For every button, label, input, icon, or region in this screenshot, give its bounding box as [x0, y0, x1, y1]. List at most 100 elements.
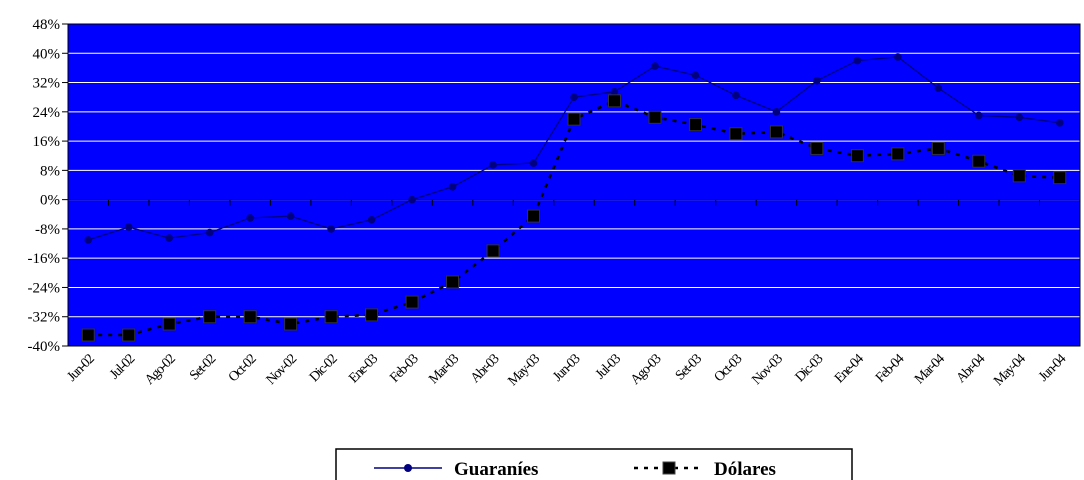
data-point-guaranies: [165, 234, 173, 242]
data-point-guaranies: [246, 214, 254, 222]
legend-label-guaranies: Guaraníes: [454, 459, 538, 480]
data-point-guaranies: [610, 87, 619, 96]
x-tick-label: Feb-03: [387, 351, 421, 385]
data-point-dolares: [365, 308, 379, 322]
data-point-dolares: [891, 147, 905, 161]
y-tick-label: 8%: [40, 163, 60, 179]
data-point-dolares: [203, 310, 217, 324]
x-tick-label: Ene-04: [832, 351, 867, 386]
data-point-guaranies: [124, 223, 133, 231]
data-point-dolares: [527, 209, 541, 223]
x-tick-label: Nov-03: [749, 351, 786, 388]
plot-frame: [67, 23, 1081, 347]
data-point-dolares: [648, 110, 662, 124]
data-point-guaranies: [691, 71, 700, 80]
data-point-dolares: [850, 149, 864, 163]
x-tick-label: Jul-03: [593, 351, 624, 382]
x-axis-ticks: Jun-02 Jul-02 Ago-02 Set-02 Oct-02 Nov-02 Dic-…: [65, 351, 1070, 389]
data-point-dolares: [607, 94, 621, 108]
data-point-dolares: [1012, 169, 1026, 183]
legend-marker-dolares: [662, 461, 676, 475]
data-point-guaranies: [1055, 118, 1064, 127]
legend-marker-guaranies: [404, 464, 412, 472]
data-point-guaranies: [894, 53, 902, 61]
data-point-guaranies: [286, 212, 295, 220]
x-tick-label: Dic-03: [793, 351, 827, 385]
data-point-guaranies: [408, 195, 416, 204]
data-point-dolares: [405, 295, 419, 309]
y-tick-label: 16%: [33, 134, 61, 150]
data-point-guaranies: [367, 215, 376, 224]
y-tick-label: -16%: [28, 251, 61, 267]
data-point-guaranies: [813, 76, 821, 85]
y-tick-label: 32%: [33, 76, 61, 92]
x-tick-label: Ago-02: [142, 351, 179, 388]
x-tick-label: Dic-02: [307, 351, 341, 385]
data-point-dolares: [769, 125, 783, 139]
data-point-guaranies: [1015, 113, 1024, 122]
x-tick-label: Abr-04: [954, 351, 989, 386]
x-tick-label: Jun-04: [1036, 351, 1069, 384]
x-tick-label: Feb-04: [873, 351, 907, 385]
x-tick-label: Oct-03: [712, 351, 746, 385]
legend-label-dolares: Dólares: [714, 459, 776, 480]
data-point-dolares: [972, 154, 986, 168]
data-point-guaranies: [448, 183, 457, 191]
data-point-dolares: [162, 317, 176, 331]
y-tick-label: 40%: [33, 46, 61, 62]
series-group: [81, 53, 1067, 342]
data-point-guaranies: [205, 228, 214, 237]
x-tick-label: Mar-04: [912, 351, 948, 387]
data-point-guaranies: [327, 225, 335, 233]
x-tick-label: May-04: [991, 351, 1029, 389]
data-point-dolares: [446, 275, 460, 289]
data-point-dolares: [567, 112, 581, 126]
data-point-guaranies: [489, 161, 497, 169]
x-tick-label: Nov-02: [264, 351, 301, 388]
legend: Guaraníes Dólares: [335, 448, 853, 480]
data-point-dolares: [688, 118, 702, 132]
y-tick-label: -40%: [28, 339, 61, 355]
y-tick-label: 0%: [40, 193, 60, 209]
data-point-guaranies: [570, 93, 578, 101]
data-point-guaranies: [84, 236, 93, 244]
data-point-guaranies: [772, 108, 781, 116]
x-tick-label: Jun-03: [550, 351, 583, 384]
x-tick-label: Ago-03: [628, 351, 665, 388]
data-point-guaranies: [975, 111, 983, 120]
data-point-dolares: [729, 127, 743, 141]
y-tick-label: -8%: [35, 222, 60, 238]
data-point-dolares: [931, 141, 945, 155]
data-point-dolares: [810, 141, 824, 155]
data-point-dolares: [486, 244, 500, 258]
y-tick-label: -24%: [28, 280, 61, 296]
data-point-dolares: [81, 328, 95, 342]
x-tick-label: Mar-03: [426, 351, 462, 387]
data-point-guaranies: [934, 84, 943, 92]
data-point-guaranies: [853, 56, 862, 65]
x-tick-label: May-03: [505, 351, 543, 389]
x-tick-label: Set-03: [673, 351, 705, 383]
data-point-dolares: [284, 317, 298, 331]
data-point-dolares: [122, 328, 136, 342]
y-tick-label: 24%: [33, 105, 61, 121]
data-point-guaranies: [651, 62, 659, 70]
legend-box: [335, 448, 853, 480]
data-point-dolares: [243, 310, 257, 324]
x-tick-label: Jul-02: [107, 351, 138, 382]
data-point-guaranies: [529, 159, 538, 167]
y-axis-ticks: 48% 40% 32% 24% 16% 8% 0% -8% -16% -24% -32% -40%: [28, 17, 68, 355]
x-tick-label: Oct-02: [226, 351, 260, 385]
x-tick-label: Ene-03: [346, 351, 381, 386]
y-tick-label: 48%: [33, 17, 61, 33]
plot-area: [68, 24, 1080, 346]
data-point-dolares: [1053, 171, 1067, 185]
axes: [67, 23, 1081, 347]
y-tick-label: -32%: [28, 310, 61, 326]
data-point-guaranies: [732, 91, 740, 100]
data-point-dolares: [324, 310, 338, 324]
x-tick-label: Jun-02: [65, 351, 98, 384]
x-tick-label: Abr-03: [468, 351, 503, 386]
x-tick-label: Set-02: [187, 351, 219, 383]
